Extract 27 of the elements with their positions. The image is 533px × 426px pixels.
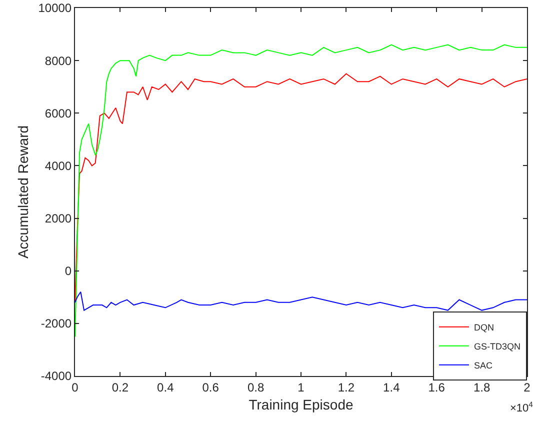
y-axis-title: Accumulated Reward xyxy=(14,125,31,259)
x-tick-label: 1.8 xyxy=(473,380,490,394)
x-tick-label: 2 xyxy=(524,380,531,394)
legend-label: SAC xyxy=(474,360,494,370)
x-tick-label: 0.2 xyxy=(112,380,129,394)
y-tick-label: 10000 xyxy=(38,1,72,16)
y-tick-label: 0 xyxy=(64,264,72,278)
x-tick-label: 1 xyxy=(298,380,305,394)
y-tick-label: -2000 xyxy=(40,316,72,331)
x-tick-label: 1.4 xyxy=(383,380,400,394)
legend-label: GS-TD3QN xyxy=(474,341,521,352)
line-series xyxy=(75,291,527,311)
y-tick-label: 8000 xyxy=(44,54,72,68)
x-tick-label: 1.6 xyxy=(428,380,446,394)
line-series xyxy=(75,44,527,338)
x-axis-title: Training Episode xyxy=(248,396,354,413)
y-tick-label: 2000 xyxy=(44,211,72,226)
y-tick-label: 6000 xyxy=(44,106,72,120)
y-tick-label: -4000 xyxy=(40,369,72,384)
x-tick-label: 0.4 xyxy=(157,380,174,394)
x-tick-label: 1.2 xyxy=(338,380,355,394)
text: ×10$^{4}$ xyxy=(510,400,533,415)
x-tick-label: 0.8 xyxy=(247,380,264,394)
x-tick-label: 0.6 xyxy=(202,380,220,394)
legend-label: DQN xyxy=(474,322,494,332)
line-series xyxy=(75,73,527,303)
y-tick-label: 4000 xyxy=(44,158,72,173)
